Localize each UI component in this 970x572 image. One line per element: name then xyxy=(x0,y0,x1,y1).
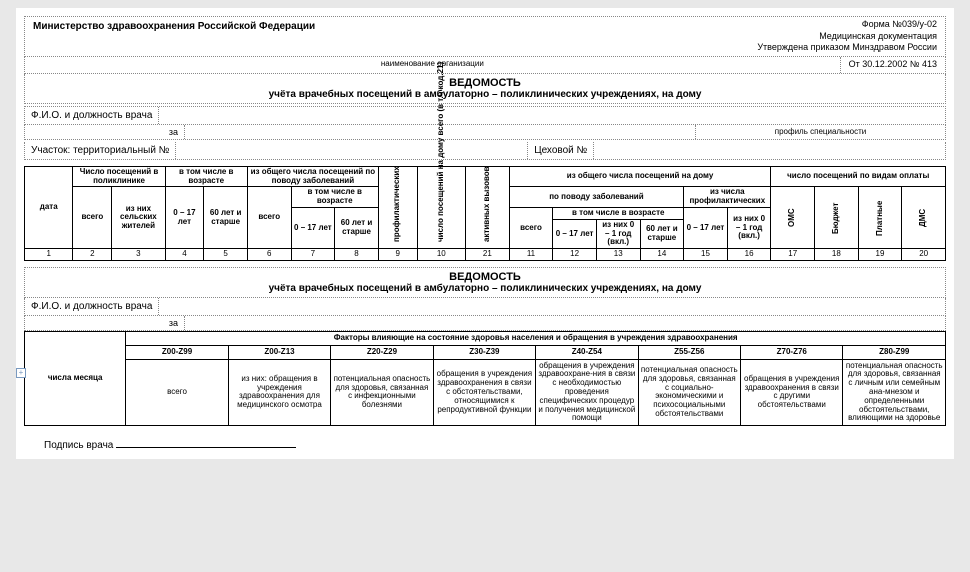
col-budget: Бюджет xyxy=(815,187,859,249)
signature-label: Подпись врача xyxy=(44,440,113,451)
title-main: ВЕДОМОСТЬ xyxy=(28,77,942,89)
date-number: От 30.12.2002 № 413 xyxy=(840,57,945,73)
signature-line xyxy=(116,447,296,448)
col-polik: Число посещений в поликлинике xyxy=(73,166,165,187)
col-mes: числа месяца xyxy=(25,331,126,425)
col-dms: ДМС xyxy=(902,187,946,249)
fio-row: Ф.И.О. и должность врача xyxy=(24,106,946,125)
org-row: наименование организации От 30.12.2002 №… xyxy=(24,57,946,74)
title-sub: учёта врачебных посещений в амбулаторно … xyxy=(28,89,942,100)
col-0-1b: из них 0 – 1 год (вкл.) xyxy=(727,207,771,248)
number-row: 12 34 56 78 910 2111 1213 1415 1617 1819… xyxy=(25,249,946,261)
za-label-2: за xyxy=(25,316,185,330)
col-doma-vsego: число посещений на дому всего (в т.ч код… xyxy=(417,166,465,248)
col-60c: 60 лет и старше xyxy=(640,219,684,248)
title-main-2: ВЕДОМОСТЬ xyxy=(28,271,942,283)
approved-by: Утверждена приказом Минздравом России xyxy=(757,42,937,54)
col-aktiv: активных вызовов xyxy=(466,166,510,248)
fio-fill-2 xyxy=(158,298,945,315)
uch-ceh-label: Цеховой № xyxy=(527,142,593,159)
col-age2: в том числе в возрасте xyxy=(291,187,378,208)
fio-label-2: Ф.И.О. и должность врача xyxy=(25,298,158,315)
factors-table: числа месяца Факторы влияющие на состоян… xyxy=(24,331,946,426)
col-data: дата xyxy=(25,166,73,248)
visits-table: дата Число посещений в поликлинике в том… xyxy=(24,166,946,261)
header-block: Министерство здравоохранения Российской … xyxy=(24,16,946,57)
col-age1: в том числе в возрасте xyxy=(165,166,247,187)
uch-terr-label: Участок: территориальный № xyxy=(25,142,175,159)
col-vsego2: всего xyxy=(247,187,291,249)
uchastok-row: Участок: территориальный № Цеховой № xyxy=(24,142,946,160)
col-0-17c: 0 – 17 лет xyxy=(553,219,597,248)
col-oms: ОМС xyxy=(771,187,815,249)
col-plat: Платные xyxy=(858,187,902,249)
table-anchor-marker: + xyxy=(16,368,26,378)
col-0-17b: 0 – 17 лет xyxy=(291,207,335,248)
col-age3: в том числе в возрасте xyxy=(553,207,684,219)
col-0-1a: из них 0 – 1 год (вкл.) xyxy=(596,219,640,248)
desc-row: всегоиз них: обращения в учреждения здра… xyxy=(25,359,946,426)
org-name-hint: наименование организации xyxy=(25,57,840,73)
col-60b: 60 лет и старше xyxy=(335,207,379,248)
col-po-zab: по поводу заболеваний xyxy=(509,187,684,208)
fio-label: Ф.И.О. и должность врача xyxy=(25,107,158,124)
za-label: за xyxy=(25,125,185,139)
form-number: Форма №039/у-02 xyxy=(757,19,937,31)
form-meta: Форма №039/у-02 Медицинская документация… xyxy=(749,17,945,56)
doc-type: Медицинская документация xyxy=(757,31,937,43)
fio-row-2: Ф.И.О. и должность врача xyxy=(24,298,946,316)
title-block-2: ВЕДОМОСТЬ учёта врачебных посещений в ам… xyxy=(24,267,946,298)
za-fill-2 xyxy=(185,316,945,330)
signature-row: Подпись врача xyxy=(24,440,946,451)
col-profil: профилактических xyxy=(378,166,417,248)
uch-terr-fill xyxy=(175,142,527,159)
fio-fill xyxy=(158,107,945,124)
document-page: + Министерство здравоохранения Российско… xyxy=(16,8,954,459)
col-vsego1: всего xyxy=(73,187,112,249)
col-0-17a: 0 – 17 лет xyxy=(165,187,204,249)
col-iz-profil: из числа профилактических xyxy=(684,187,771,208)
codes-row: Z00-Z99Z00-Z13 Z20-Z29Z30-Z39 Z40-Z54Z55… xyxy=(25,345,946,359)
col-0-17d: 0 – 17 лет xyxy=(684,207,728,248)
profile-label: профиль специальности xyxy=(695,125,945,139)
za-row-2: за xyxy=(24,316,946,331)
title-block: ВЕДОМОСТЬ учёта врачебных посещений в ам… xyxy=(24,74,946,104)
title-sub-2: учёта врачебных посещений в амбулаторно … xyxy=(28,283,942,294)
col-vsego3: всего xyxy=(509,207,553,248)
col-doma: из общего числа посещений на дому xyxy=(509,166,771,187)
col-oplata: число посещений по видам оплаты xyxy=(771,166,946,187)
col-zab: из общего числа посещений по поводу забо… xyxy=(247,166,378,187)
factors-header: Факторы влияющие на состояние здоровья н… xyxy=(126,331,946,345)
col-60a: 60 лет и старше xyxy=(204,187,248,249)
col-selsk: из них сельских жителей xyxy=(112,187,165,249)
uch-ceh-fill xyxy=(593,142,945,159)
ministry-title: Министерство здравоохранения Российской … xyxy=(25,17,749,56)
za-row: за профиль специальности xyxy=(24,125,946,140)
